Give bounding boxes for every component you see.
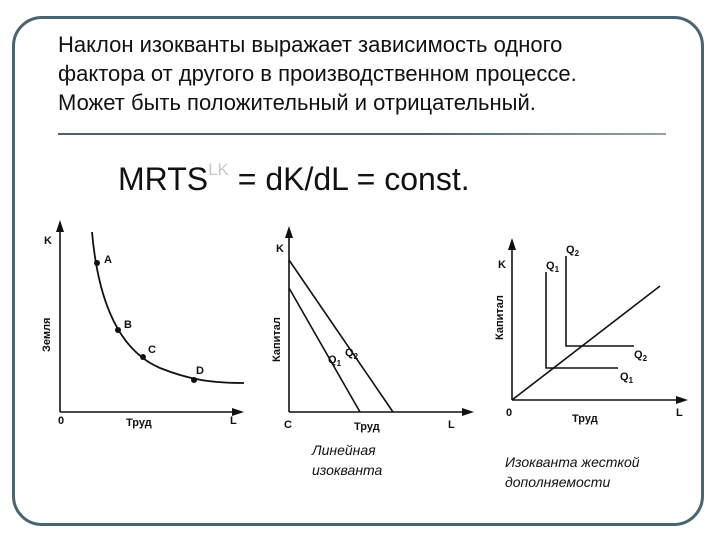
g2-line-q2 [288,259,394,413]
g1-y-axis-letter: K [44,235,52,247]
g1-point-a-label: A [104,254,112,266]
slide-frame [12,16,704,526]
g2-origin-label: C [284,419,292,431]
g1-x-arrow-icon [232,408,244,416]
g3-top-q2-label: Q2 [566,244,580,258]
g3-ray [511,285,661,401]
g2-q2-sub: 2 [354,352,359,361]
g1-point-b-label: B [124,319,132,331]
g2-x-arrow-icon [462,408,474,416]
g2-y-arrow-icon [285,226,293,238]
intro-line-3: Может быть положительный и отрицательный… [58,90,536,115]
g2-x-axis-letter: L [448,419,455,431]
g3-top-q1-sub: 1 [555,265,560,274]
g3-caption-line-1: Изокванта жесткой [505,454,640,470]
g2-q1-letter: Q [328,354,337,366]
g2-y-axis-letter: K [276,243,284,255]
g3-isoquant-q2 [565,256,634,347]
g3-top-q2-letter: Q [566,244,575,256]
g3-top-q1-label: Q1 [546,260,560,274]
g1-x-axis-letter: L [230,415,237,427]
g1-isoquant-curve [91,231,245,384]
g2-q2-label: Q2 [345,347,359,361]
g2-q2-letter: Q [345,347,354,359]
g1-origin-label: 0 [58,415,64,427]
g2-line-q1 [288,287,361,413]
g3-caption: Изокванта жесткой дополняемости [505,452,640,492]
g1-y-arrow-icon [56,220,64,232]
formula-superscript: LK [208,160,229,179]
g3-top-q2-sub: 2 [575,249,580,258]
g3-x-axis-letter: L [676,407,683,419]
g3-x-axis-label: Труд [572,413,598,425]
g1-point-c-label: C [148,344,156,356]
formula-main: MRTS [118,161,209,197]
g2-caption-line-2: изокванта [312,462,383,478]
g3-isoquant-q1 [545,272,618,369]
g3-top-q1-letter: Q [546,260,555,272]
divider-line [58,133,666,135]
g3-right-q1-label: Q1 [620,371,634,385]
g2-caption-line-1: Линейная [312,442,376,458]
g2-q1-sub: 1 [337,359,342,368]
g3-right-q1-sub: 1 [629,376,634,385]
g1-point-a [94,260,100,266]
g3-caption-line-2: дополняемости [505,474,611,490]
g1-y-axis-label: Земля [41,318,53,352]
g3-right-q2-sub: 2 [643,354,648,363]
g3-y-axis-label: Капитал [494,295,506,340]
g3-y-axis-letter: K [498,259,506,271]
g2-q1-label: Q1 [328,354,342,368]
g2-caption: Линейная изокванта [312,440,382,480]
g1-point-b [115,327,121,333]
intro-line-2: фактора от другого в производственном пр… [58,61,577,86]
g2-y-axis-label: Капитал [271,317,283,362]
g3-x-arrow-icon [676,396,688,404]
g1-point-d [191,377,197,383]
g3-y-arrow-icon [508,238,516,250]
g1-point-d-label: D [196,365,204,377]
g2-x-axis-label: Труд [354,421,380,433]
formula-rest: = dK/dL = const. [228,161,470,197]
g3-right-q2-label: Q2 [634,349,648,363]
intro-line-1: Наклон изокванты выражает зависимость од… [58,32,563,57]
g1-point-c [140,354,146,360]
g3-right-q2-letter: Q [634,349,643,361]
intro-text: Наклон изокванты выражает зависимость од… [58,30,698,117]
g1-x-axis-label: Труд [126,417,152,429]
mrts-formula: MRTSLK = dK/dL = const. [118,160,470,198]
g3-right-q1-letter: Q [620,371,629,383]
g3-origin-label: 0 [506,407,512,419]
